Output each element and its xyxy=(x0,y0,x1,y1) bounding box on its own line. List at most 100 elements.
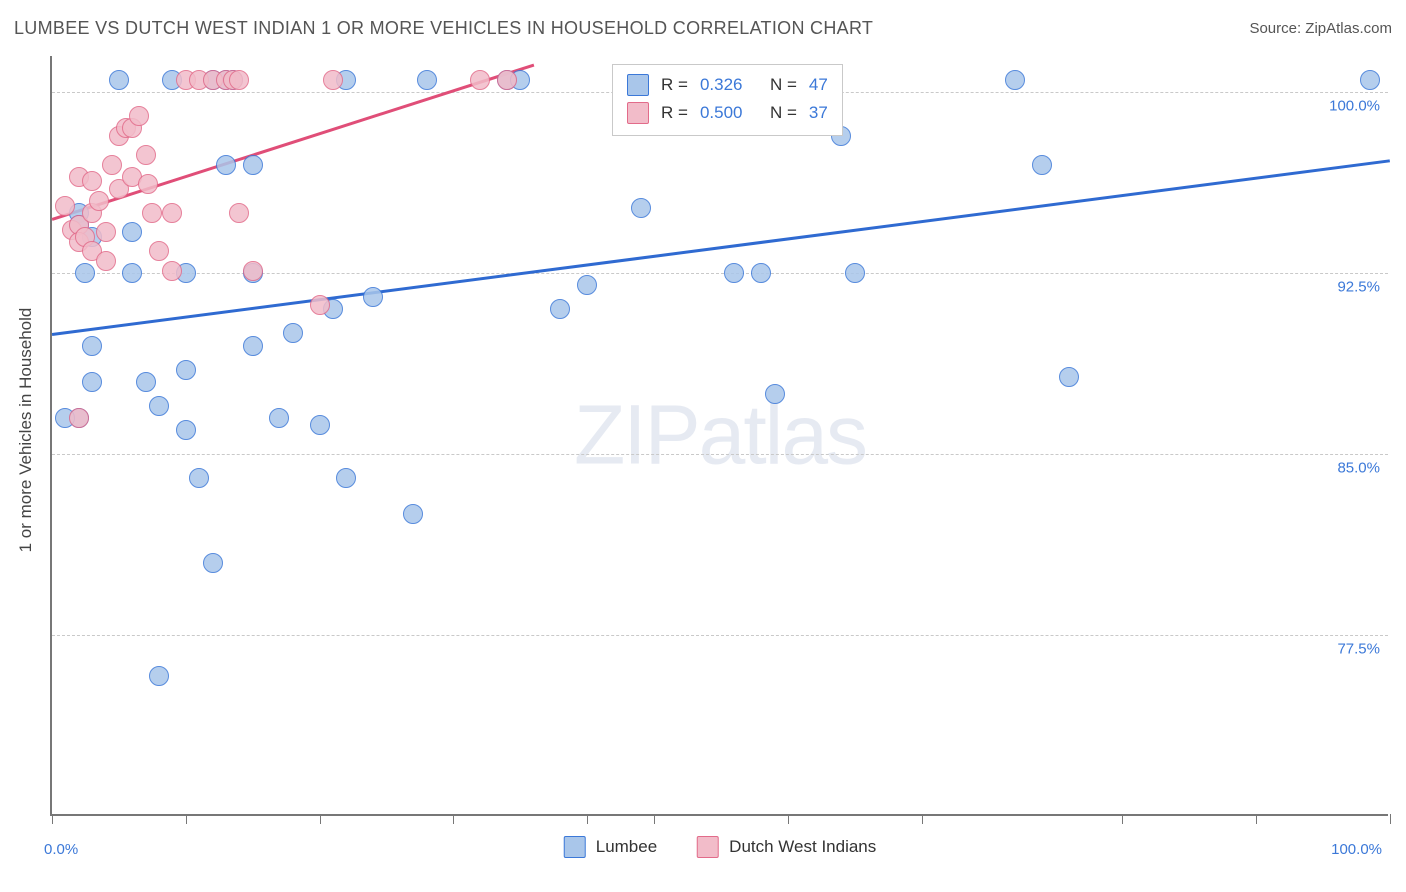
x-tick xyxy=(587,814,588,824)
data-point xyxy=(283,323,303,343)
legend-r-value: 0.500 xyxy=(700,103,758,123)
data-point xyxy=(162,203,182,223)
data-point xyxy=(149,241,169,261)
legend-r-label: R = xyxy=(661,103,688,123)
data-point xyxy=(323,70,343,90)
data-point xyxy=(724,263,744,283)
x-tick xyxy=(1256,814,1257,824)
data-point xyxy=(417,70,437,90)
chart-title: LUMBEE VS DUTCH WEST INDIAN 1 OR MORE VE… xyxy=(14,18,873,39)
data-point xyxy=(310,415,330,435)
data-point xyxy=(631,198,651,218)
legend-r-value: 0.326 xyxy=(700,75,758,95)
data-point xyxy=(55,196,75,216)
data-point xyxy=(122,263,142,283)
data-point xyxy=(176,360,196,380)
data-point xyxy=(189,468,209,488)
x-tick xyxy=(1122,814,1123,824)
data-point xyxy=(216,155,236,175)
data-point xyxy=(89,191,109,211)
data-point xyxy=(470,70,490,90)
y-tick-label: 100.0% xyxy=(1329,98,1380,115)
data-point xyxy=(229,203,249,223)
data-point xyxy=(1032,155,1052,175)
x-tick xyxy=(654,814,655,824)
x-tick xyxy=(453,814,454,824)
x-tick xyxy=(186,814,187,824)
data-point xyxy=(229,70,249,90)
data-point xyxy=(102,155,122,175)
x-tick xyxy=(1390,814,1391,824)
gridline xyxy=(52,454,1388,455)
data-point xyxy=(243,155,263,175)
data-point xyxy=(69,408,89,428)
data-point xyxy=(162,261,182,281)
data-point xyxy=(497,70,517,90)
legend-series-label: Lumbee xyxy=(596,837,657,857)
data-point xyxy=(129,106,149,126)
legend-r-label: R = xyxy=(661,75,688,95)
scatter-plot: ZIPatlas LumbeeDutch West Indians 77.5%8… xyxy=(50,56,1388,816)
y-tick-label: 77.5% xyxy=(1337,641,1380,658)
data-point xyxy=(136,372,156,392)
data-point xyxy=(96,222,116,242)
data-point xyxy=(142,203,162,223)
legend-n-value: 37 xyxy=(809,103,828,123)
data-point xyxy=(203,553,223,573)
data-point xyxy=(82,336,102,356)
x-tick xyxy=(320,814,321,824)
x-tick-label: 100.0% xyxy=(1331,841,1382,858)
data-point xyxy=(269,408,289,428)
data-point xyxy=(138,174,158,194)
source-label: Source: ZipAtlas.com xyxy=(1249,20,1392,37)
legend-row: R = 0.500 N = 37 xyxy=(627,99,828,127)
data-point xyxy=(1005,70,1025,90)
data-point xyxy=(82,171,102,191)
x-tick xyxy=(52,814,53,824)
data-point xyxy=(1360,70,1380,90)
trend-line xyxy=(52,160,1390,336)
legend-swatch xyxy=(627,74,649,96)
data-point xyxy=(363,287,383,307)
y-axis-label: 1 or more Vehicles in Household xyxy=(16,308,36,553)
data-point xyxy=(82,372,102,392)
data-point xyxy=(243,261,263,281)
legend-n-label: N = xyxy=(770,103,797,123)
data-point xyxy=(845,263,865,283)
data-point xyxy=(403,504,423,524)
data-point xyxy=(109,70,129,90)
data-point xyxy=(136,145,156,165)
data-point xyxy=(75,263,95,283)
data-point xyxy=(751,263,771,283)
data-point xyxy=(550,299,570,319)
watermark: ZIPatlas xyxy=(574,387,866,484)
data-point xyxy=(176,420,196,440)
legend-bottom-item: Lumbee xyxy=(564,836,657,858)
x-tick-label: 0.0% xyxy=(44,841,78,858)
data-point xyxy=(149,396,169,416)
data-point xyxy=(122,222,142,242)
legend-swatch xyxy=(627,102,649,124)
legend-statistics: R = 0.326 N = 47 R = 0.500 N = 37 xyxy=(612,64,843,136)
data-point xyxy=(577,275,597,295)
gridline xyxy=(52,635,1388,636)
legend-bottom-item: Dutch West Indians xyxy=(697,836,876,858)
legend-n-value: 47 xyxy=(809,75,828,95)
data-point xyxy=(149,666,169,686)
data-point xyxy=(96,251,116,271)
y-tick-label: 92.5% xyxy=(1337,279,1380,296)
data-point xyxy=(243,336,263,356)
legend-swatch xyxy=(564,836,586,858)
data-point xyxy=(336,468,356,488)
x-tick xyxy=(788,814,789,824)
legend-bottom: Lumbee Dutch West Indians xyxy=(564,836,877,858)
data-point xyxy=(310,295,330,315)
x-tick xyxy=(922,814,923,824)
legend-swatch xyxy=(697,836,719,858)
y-tick-label: 85.0% xyxy=(1337,460,1380,477)
data-point xyxy=(765,384,785,404)
legend-n-label: N = xyxy=(770,75,797,95)
legend-series-label: Dutch West Indians xyxy=(729,837,876,857)
legend-row: R = 0.326 N = 47 xyxy=(627,71,828,99)
data-point xyxy=(1059,367,1079,387)
